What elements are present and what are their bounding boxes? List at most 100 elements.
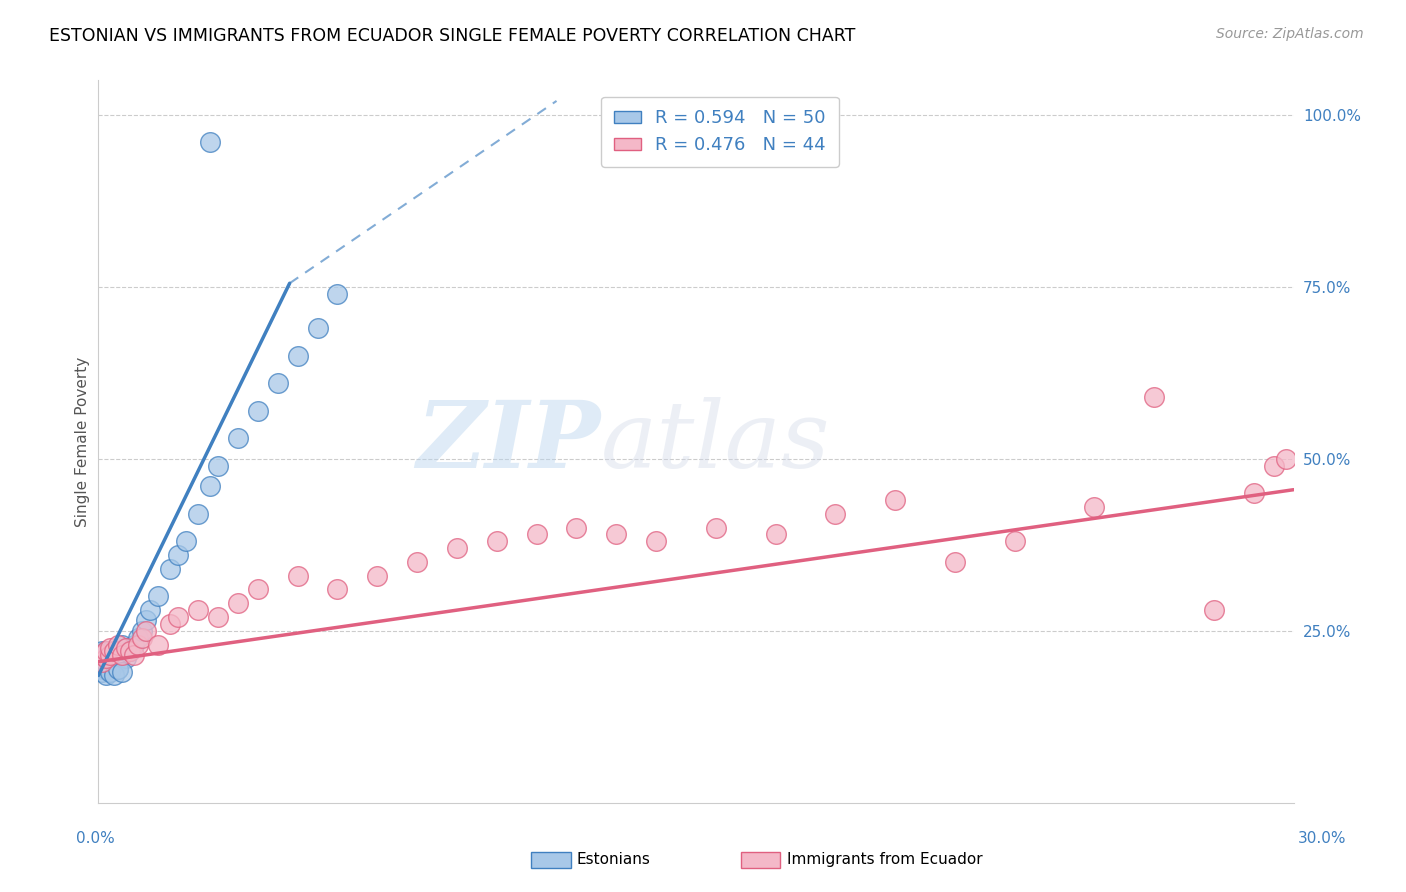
- Text: 0.0%: 0.0%: [76, 831, 115, 846]
- Text: atlas: atlas: [600, 397, 830, 486]
- Point: [1274, 451, 1296, 466]
- Point: [96, 644, 118, 658]
- Point: [167, 548, 190, 562]
- Point: [115, 640, 138, 655]
- Point: [207, 610, 229, 624]
- Point: [1243, 486, 1265, 500]
- Point: [124, 638, 146, 652]
- Point: [207, 458, 229, 473]
- Point: [307, 321, 329, 335]
- Point: [96, 668, 118, 682]
- Text: 30.0%: 30.0%: [1298, 831, 1346, 846]
- Point: [1143, 390, 1166, 404]
- Point: [187, 507, 209, 521]
- Point: [103, 648, 125, 662]
- Point: [159, 562, 181, 576]
- Point: [98, 648, 122, 662]
- Y-axis label: Single Female Poverty: Single Female Poverty: [75, 357, 90, 526]
- Point: [96, 644, 118, 658]
- Point: [267, 376, 290, 390]
- Point: [120, 644, 142, 658]
- Point: [111, 638, 134, 652]
- Point: [98, 665, 122, 679]
- Point: [96, 655, 118, 669]
- Point: [159, 616, 181, 631]
- Point: [135, 624, 157, 638]
- Point: [115, 651, 138, 665]
- Point: [246, 403, 269, 417]
- Point: [287, 568, 309, 582]
- Point: [226, 431, 249, 445]
- Point: [943, 555, 966, 569]
- Point: [103, 651, 125, 665]
- Point: [98, 648, 122, 662]
- Point: [824, 507, 846, 521]
- Point: [198, 479, 221, 493]
- Point: [124, 648, 146, 662]
- Point: [174, 534, 197, 549]
- Point: [107, 662, 129, 676]
- Point: [287, 349, 309, 363]
- Point: [91, 662, 114, 676]
- Point: [246, 582, 269, 597]
- Point: [131, 624, 153, 638]
- Text: Source: ZipAtlas.com: Source: ZipAtlas.com: [1216, 27, 1364, 41]
- Point: [1263, 458, 1285, 473]
- Point: [485, 534, 508, 549]
- Point: [135, 614, 157, 628]
- Point: [1202, 603, 1225, 617]
- Point: [98, 662, 122, 676]
- Point: [884, 493, 907, 508]
- Point: [96, 658, 118, 673]
- Text: ZIP: ZIP: [416, 397, 600, 486]
- Point: [115, 640, 138, 655]
- Point: [326, 286, 349, 301]
- Point: [226, 596, 249, 610]
- Point: [326, 582, 349, 597]
- Point: [127, 638, 149, 652]
- Point: [111, 665, 134, 679]
- Point: [167, 610, 190, 624]
- Point: [96, 662, 118, 676]
- Point: [103, 658, 125, 673]
- Point: [91, 655, 114, 669]
- Point: [98, 640, 122, 655]
- Point: [704, 520, 727, 534]
- Text: Immigrants from Ecuador: Immigrants from Ecuador: [787, 853, 983, 867]
- Point: [139, 603, 162, 617]
- Point: [98, 658, 122, 673]
- Point: [111, 648, 134, 662]
- Point: [96, 651, 118, 665]
- Point: [91, 655, 114, 669]
- Point: [526, 527, 548, 541]
- Point: [446, 541, 468, 556]
- Point: [107, 662, 129, 676]
- Point: [103, 668, 125, 682]
- Point: [120, 644, 142, 658]
- Point: [148, 638, 170, 652]
- Point: [605, 527, 627, 541]
- Point: [91, 648, 114, 662]
- Point: [565, 520, 588, 534]
- Point: [366, 568, 388, 582]
- Point: [91, 648, 114, 662]
- Point: [96, 651, 118, 665]
- Point: [645, 534, 668, 549]
- Point: [406, 555, 429, 569]
- Point: [198, 135, 221, 149]
- Point: [91, 658, 114, 673]
- Point: [148, 590, 170, 604]
- Text: Estonians: Estonians: [576, 853, 651, 867]
- Text: ESTONIAN VS IMMIGRANTS FROM ECUADOR SINGLE FEMALE POVERTY CORRELATION CHART: ESTONIAN VS IMMIGRANTS FROM ECUADOR SING…: [49, 27, 856, 45]
- Point: [127, 631, 149, 645]
- Point: [91, 644, 114, 658]
- Point: [111, 648, 134, 662]
- Point: [103, 644, 125, 658]
- Point: [131, 631, 153, 645]
- Point: [107, 655, 129, 669]
- Point: [91, 651, 114, 665]
- Point: [765, 527, 787, 541]
- Point: [98, 644, 122, 658]
- Point: [107, 644, 129, 658]
- Legend: R = 0.594   N = 50, R = 0.476   N = 44: R = 0.594 N = 50, R = 0.476 N = 44: [602, 96, 838, 167]
